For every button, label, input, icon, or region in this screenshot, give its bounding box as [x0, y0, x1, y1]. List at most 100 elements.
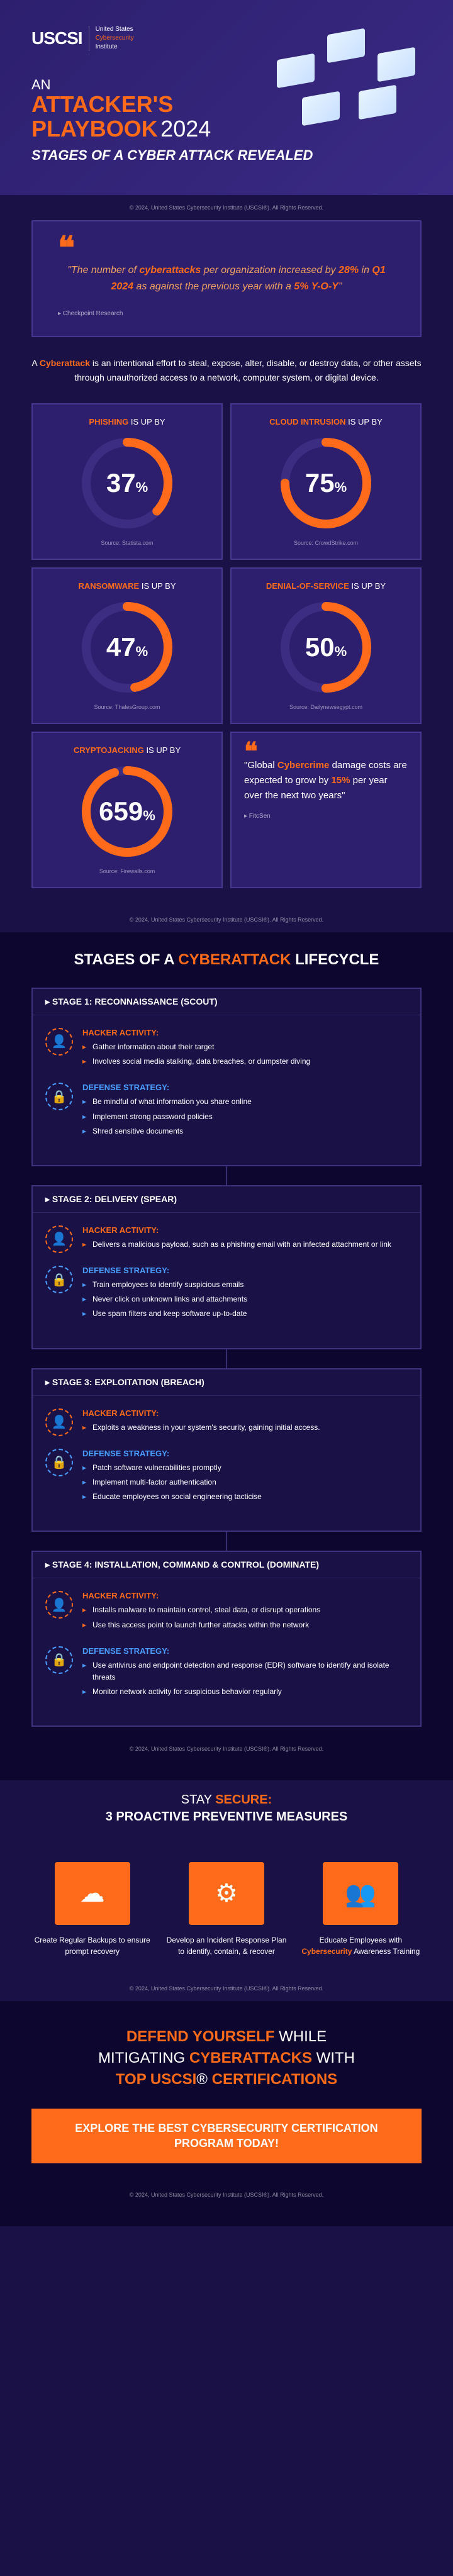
quote-text: "The number of cyberattacks per organiza…	[58, 256, 395, 301]
copyright-1: © 2024, United States Cybersecurity Inst…	[0, 195, 453, 220]
cta-button[interactable]: EXPLORE THE BEST CYBERSECURITY CERTIFICA…	[31, 2109, 422, 2163]
stage-header: ▸ STAGE 1: RECONNAISSANCE (SCOUT)	[33, 989, 420, 1015]
stat-value: 50%	[305, 632, 347, 662]
stay-secure-heading: STAY SECURE: 3 PROACTIVE PREVENTIVE MEAS…	[0, 1780, 453, 1862]
infographic-root: USCSI United States Cybersecurity Instit…	[0, 0, 453, 2226]
hacker-icon: 👤	[45, 1408, 73, 1436]
defense-strategy-block: 🔒 DEFENSE STRATEGY: Patch software vulne…	[45, 1449, 408, 1506]
defense-item: Be mindful of what information you share…	[82, 1096, 408, 1108]
stage-header: ▸ STAGE 3: EXPLOITATION (BREACH)	[33, 1369, 420, 1396]
copyright-5: © 2024, United States Cybersecurity Inst…	[31, 2182, 422, 2207]
hacker-activity-block: 👤 HACKER ACTIVITY: Installs malware to m…	[45, 1591, 408, 1633]
stat-value: 75%	[305, 468, 347, 498]
stat-card: DENIAL-OF-SERVICE IS UP BY 50% Source: D…	[230, 567, 422, 724]
shield-icon: 🔒	[45, 1083, 73, 1110]
title-sub: STAGES OF A CYBER ATTACK REVEALED	[31, 147, 422, 164]
defense-item: Implement strong password policies	[82, 1111, 408, 1123]
stage-card: ▸ STAGE 1: RECONNAISSANCE (SCOUT) 👤 HACK…	[31, 988, 422, 1166]
measure-icon: ⚙	[189, 1862, 264, 1925]
stat-source: Source: ThalesGroup.com	[45, 704, 209, 710]
stat-circle: 659%	[80, 764, 174, 859]
stage-connector	[226, 1349, 227, 1368]
stat-card: RANSOMWARE IS UP BY 47% Source: ThalesGr…	[31, 567, 223, 724]
stat-source: Source: Firewalls.com	[45, 868, 209, 874]
lifecycle-section: STAGES OF A CYBERATTACK LIFECYCLE ▸ STAG…	[0, 932, 453, 1780]
stat-label: RANSOMWARE IS UP BY	[45, 581, 209, 591]
hero-quote-card: ❝ "The number of cyberattacks per organi…	[31, 220, 422, 337]
lifecycle-title: STAGES OF A CYBERATTACK LIFECYCLE	[31, 951, 422, 969]
hacker-label: HACKER ACTIVITY:	[82, 1225, 408, 1235]
stat-circle: 47%	[80, 600, 174, 694]
measure-card: ☁ Create Regular Backups to ensure promp…	[31, 1862, 153, 1957]
stat-label: PHISHING IS UP BY	[45, 417, 209, 427]
hero-illustration	[264, 19, 440, 145]
hacker-item: Exploits a weakness in your system's sec…	[82, 1422, 408, 1434]
cta-title: DEFEND YOURSELF WHILE MITIGATING CYBERAT…	[31, 2026, 422, 2090]
stat-label: DENIAL-OF-SERVICE IS UP BY	[244, 581, 408, 591]
defense-label: DEFENSE STRATEGY:	[82, 1646, 408, 1656]
cta-section: DEFEND YOURSELF WHILE MITIGATING CYBERAT…	[0, 2001, 453, 2226]
measures-grid: ☁ Create Regular Backups to ensure promp…	[0, 1862, 453, 1976]
defense-item: Use spam filters and keep software up-to…	[82, 1308, 408, 1320]
defense-item: Train employees to identify suspicious e…	[82, 1279, 408, 1291]
stat-circle: 37%	[80, 436, 174, 530]
hacker-item: Involves social media stalking, data bre…	[82, 1056, 408, 1068]
hacker-label: HACKER ACTIVITY:	[82, 1408, 408, 1418]
defense-item: Patch software vulnerabilities promptly	[82, 1462, 408, 1474]
hacker-icon: 👤	[45, 1028, 73, 1056]
stat-label: CLOUD INTRUSION IS UP BY	[244, 417, 408, 427]
shield-icon: 🔒	[45, 1449, 73, 1476]
defense-item: Implement multi-factor authentication	[82, 1476, 408, 1488]
copyright-4: © 2024, United States Cybersecurity Inst…	[0, 1976, 453, 2001]
stage-connector	[226, 1166, 227, 1185]
hacker-item: Use this access point to launch further …	[82, 1619, 408, 1631]
stat-value: 659%	[99, 796, 155, 827]
stat-source: Source: Dailynewsegypt.com	[244, 704, 408, 710]
defense-label: DEFENSE STRATEGY:	[82, 1449, 408, 1458]
stat-card: PHISHING IS UP BY 37% Source: Statista.c…	[31, 403, 223, 560]
hacker-icon: 👤	[45, 1225, 73, 1253]
stage-header: ▸ STAGE 2: DELIVERY (SPEAR)	[33, 1186, 420, 1213]
stat-circle: 75%	[279, 436, 373, 530]
hacker-item: Installs malware to maintain control, st…	[82, 1604, 408, 1616]
stage-card: ▸ STAGE 4: INSTALLATION, COMMAND & CONTR…	[31, 1551, 422, 1727]
defense-label: DEFENSE STRATEGY:	[82, 1083, 408, 1092]
stat-value: 37%	[106, 468, 148, 498]
defense-strategy-block: 🔒 DEFENSE STRATEGY: Be mindful of what i…	[45, 1083, 408, 1140]
hacker-label: HACKER ACTIVITY:	[82, 1591, 408, 1600]
measure-text: Educate Employees with Cybersecurity Awa…	[300, 1934, 422, 1957]
defense-item: Never click on unknown links and attachm…	[82, 1293, 408, 1305]
stat-circle: 50%	[279, 600, 373, 694]
quote2-text: "Global Cybercrime damage costs are expe…	[244, 758, 408, 803]
quote-source: ▸ Checkpoint Research	[58, 310, 395, 317]
defense-item: Educate employees on social engineering …	[82, 1491, 408, 1503]
quote2-source: ▸ FitcSen	[244, 813, 408, 820]
hacker-activity-block: 👤 HACKER ACTIVITY: Gather information ab…	[45, 1028, 408, 1070]
hacker-label: HACKER ACTIVITY:	[82, 1028, 408, 1037]
defense-strategy-block: 🔒 DEFENSE STRATEGY: Train employees to i…	[45, 1266, 408, 1323]
stats-grid: PHISHING IS UP BY 37% Source: Statista.c…	[0, 403, 453, 907]
stage-header: ▸ STAGE 4: INSTALLATION, COMMAND & CONTR…	[33, 1552, 420, 1578]
defense-label: DEFENSE STRATEGY:	[82, 1266, 408, 1275]
hacker-icon: 👤	[45, 1591, 73, 1619]
hacker-activity-block: 👤 HACKER ACTIVITY: Delivers a malicious …	[45, 1225, 408, 1253]
measure-icon: 👥	[323, 1862, 398, 1925]
quote-card-2: ❝ "Global Cybercrime damage costs are ex…	[230, 732, 422, 888]
defense-strategy-block: 🔒 DEFENSE STRATEGY: Use antivirus and en…	[45, 1646, 408, 1701]
measure-card: ⚙ Develop an Incident Response Plan to i…	[165, 1862, 287, 1957]
stat-card: CRYPTOJACKING IS UP BY 659% Source: Fire…	[31, 732, 223, 888]
definition-text: A Cyberattack is an intentional effort t…	[31, 356, 422, 384]
quote-mark-icon: ❝	[244, 745, 408, 758]
measure-card: 👥 Educate Employees with Cybersecurity A…	[300, 1862, 422, 1957]
stat-source: Source: Statista.com	[45, 540, 209, 546]
stat-card: CLOUD INTRUSION IS UP BY 75% Source: Cro…	[230, 403, 422, 560]
hacker-activity-block: 👤 HACKER ACTIVITY: Exploits a weakness i…	[45, 1408, 408, 1436]
brand-tagline: United States Cybersecurity Institute	[96, 25, 134, 52]
copyright-3: © 2024, United States Cybersecurity Inst…	[31, 1746, 422, 1761]
measure-text: Create Regular Backups to ensure prompt …	[31, 1934, 153, 1957]
stage-card: ▸ STAGE 2: DELIVERY (SPEAR) 👤 HACKER ACT…	[31, 1185, 422, 1349]
defense-item: Use antivirus and endpoint detection and…	[82, 1659, 408, 1683]
stat-label: CRYPTOJACKING IS UP BY	[45, 745, 209, 755]
quote-mark-icon: ❝	[58, 240, 395, 256]
defense-item: Monitor network activity for suspicious …	[82, 1686, 408, 1698]
